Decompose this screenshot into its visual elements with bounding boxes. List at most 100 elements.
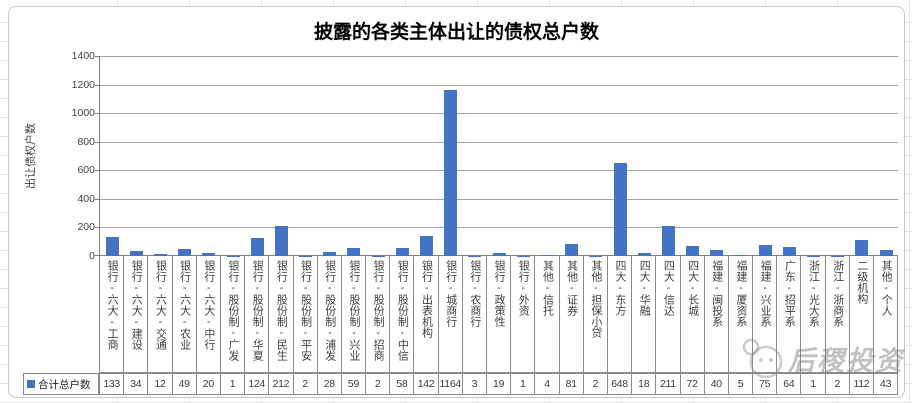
bar bbox=[540, 255, 554, 256]
y-tick-mark bbox=[95, 113, 100, 115]
value-cell: 19 bbox=[486, 374, 510, 394]
value-cells: 133 34 12 49 20 1 124 212 2 28 59 2 58 142 1164 3 19 1 4 81… bbox=[99, 373, 899, 395]
bar-column bbox=[753, 56, 777, 256]
category-label-cell: 银行-城商行 bbox=[437, 256, 462, 372]
bar bbox=[686, 245, 700, 256]
category-label: 银行-六大-工商 bbox=[106, 260, 119, 350]
category-label-cell: 银行-股份制-中信 bbox=[389, 256, 413, 372]
category-label-cell: 银行-政策性 bbox=[486, 256, 510, 372]
gridline bbox=[100, 84, 898, 86]
category-label-cell: 四大-华融 bbox=[631, 256, 655, 372]
category-label: 广东-招平系 bbox=[783, 260, 796, 327]
value-cell: 1 bbox=[219, 374, 244, 394]
y-tick-label: 200 bbox=[77, 221, 95, 234]
bar bbox=[105, 237, 119, 256]
category-label: 银行-股份制-浦发 bbox=[323, 260, 336, 361]
value-cell: 142 bbox=[413, 374, 437, 394]
value-cell: 112 bbox=[848, 374, 873, 394]
y-tick-mark bbox=[95, 227, 100, 229]
value-cell: 34 bbox=[123, 374, 147, 394]
category-label: 四大-华融 bbox=[638, 260, 651, 316]
category-label: 银行-股份制-招商 bbox=[372, 260, 385, 361]
category-label-cell: 银行-六大-建设 bbox=[123, 256, 147, 372]
category-label-cell: 其他-证券 bbox=[558, 256, 583, 372]
y-tick-label: 1200 bbox=[71, 78, 95, 91]
gridline bbox=[100, 141, 898, 143]
category-label: 福建-闽投系 bbox=[710, 260, 723, 327]
category-label-cell: 四大-信达 bbox=[655, 256, 679, 372]
category-label-cell: 四大-东方 bbox=[606, 256, 631, 372]
value-cell: 212 bbox=[268, 374, 292, 394]
category-label: 其他-个人 bbox=[880, 260, 893, 316]
bar bbox=[444, 89, 458, 256]
value-cell: 58 bbox=[389, 374, 413, 394]
legend-label: 合计总户数 bbox=[38, 378, 91, 391]
value-cell: 1164 bbox=[437, 374, 462, 394]
value-cell: 124 bbox=[244, 374, 268, 394]
y-tick-mark bbox=[95, 170, 100, 172]
bar-column bbox=[342, 56, 366, 256]
value-cell: 2 bbox=[582, 374, 607, 394]
gridline bbox=[100, 198, 898, 200]
bars-layer bbox=[100, 56, 898, 256]
value-cell: 81 bbox=[558, 374, 583, 394]
y-axis-title: 出让债权户数 bbox=[21, 56, 39, 256]
category-label: 银行-股份制-兴业 bbox=[347, 260, 360, 361]
bar-column bbox=[197, 56, 221, 256]
bar bbox=[734, 255, 748, 256]
category-label-cell: 银行-农商行 bbox=[461, 256, 486, 372]
bar bbox=[710, 250, 724, 256]
bar-column bbox=[148, 56, 172, 256]
y-tick-mark bbox=[95, 141, 100, 143]
bar-column bbox=[656, 56, 680, 256]
category-label: 福建-兴业系 bbox=[759, 260, 772, 327]
bar bbox=[202, 253, 216, 256]
category-label-cell: 银行-股份制-华夏 bbox=[244, 256, 268, 372]
bar-column bbox=[124, 56, 148, 256]
value-cell: 648 bbox=[606, 374, 631, 394]
bar-column bbox=[390, 56, 414, 256]
category-label: 银行-股份制-中信 bbox=[396, 260, 409, 361]
bar bbox=[129, 251, 143, 256]
category-label-cell: 福建-兴业系 bbox=[752, 256, 776, 372]
bar bbox=[565, 244, 579, 256]
category-label: 银行-六大-中行 bbox=[202, 260, 215, 350]
value-cell: 2 bbox=[292, 374, 317, 394]
category-label-cell: 四大-长城 bbox=[679, 256, 704, 372]
category-label: 其他-担保小贷 bbox=[589, 260, 602, 338]
bar bbox=[637, 253, 651, 256]
category-label: 银行-六大-建设 bbox=[130, 260, 143, 350]
category-label-cell: 浙江-浙商系 bbox=[824, 256, 849, 372]
bar-column bbox=[681, 56, 705, 256]
category-label-cell: 银行-出表机构 bbox=[413, 256, 437, 372]
legend-cell: 合计总户数 bbox=[23, 373, 99, 395]
category-label-cell: 其他-信托 bbox=[534, 256, 558, 372]
bar bbox=[613, 163, 627, 256]
bar-column bbox=[439, 56, 463, 256]
value-cell: 75 bbox=[752, 374, 776, 394]
data-table-row: 合计总户数 133 34 12 49 20 1 124 212 2 28 59 2 58 142 1164 3… bbox=[9, 373, 904, 395]
plot-area bbox=[95, 56, 898, 256]
value-cell: 2 bbox=[365, 374, 389, 394]
bar bbox=[178, 249, 192, 256]
value-cell: 72 bbox=[679, 374, 704, 394]
bar bbox=[661, 225, 675, 256]
gridline bbox=[100, 227, 898, 229]
category-axis: 银行-六大-工商 银行-六大-建设 银行-六大-交通 银行-六大-农业 银行-六大-中行… bbox=[99, 256, 899, 373]
y-tick-label: 1000 bbox=[71, 107, 95, 120]
category-label-cell: 银行-六大-交通 bbox=[147, 256, 171, 372]
value-cell: 40 bbox=[703, 374, 728, 394]
bar-column bbox=[511, 56, 535, 256]
category-label-cell: 浙江-光大系 bbox=[800, 256, 824, 372]
y-tick-mark bbox=[95, 84, 100, 86]
bar bbox=[347, 247, 361, 256]
category-label: 银行-出表机构 bbox=[420, 260, 433, 338]
value-cell: 2 bbox=[824, 374, 849, 394]
bar-column bbox=[560, 56, 584, 256]
category-label: 四大-长城 bbox=[686, 260, 699, 316]
bar-column bbox=[850, 56, 874, 256]
category-label: 银行-六大-交通 bbox=[154, 260, 167, 350]
category-label: 四大-东方 bbox=[614, 260, 627, 316]
legend-marker-icon bbox=[27, 380, 35, 388]
